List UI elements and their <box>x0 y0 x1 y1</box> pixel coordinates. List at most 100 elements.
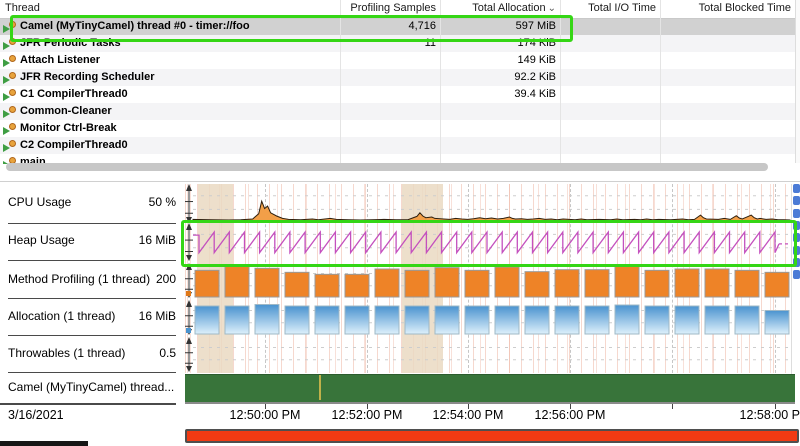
thread-orb-icon <box>9 20 16 28</box>
thread-orb-icon <box>9 71 16 79</box>
profiling-samples-cell <box>340 52 440 69</box>
table-row-6[interactable]: Monitor Ctrl-Break <box>0 120 795 137</box>
thread-icon <box>3 139 17 152</box>
timeline-panel: 3/16/2021 CPU Usage 50 % Heap Usage 16 MiB M… <box>0 181 800 446</box>
thread-orb-icon <box>9 139 16 147</box>
table-row-3[interactable]: JFR Recording Scheduler 92.2 KiB <box>0 69 795 86</box>
total-blocked-time-cell <box>660 137 795 154</box>
date-divider <box>0 403 176 404</box>
lane-label-5: Camel (MyTinyCamel) thread... <box>8 380 175 394</box>
total-io-time-cell <box>560 86 660 103</box>
time-axis-tick <box>775 404 776 409</box>
thread-icon <box>3 105 17 118</box>
throwables-chart[interactable] <box>185 337 797 372</box>
running-triangle-icon <box>3 58 10 67</box>
total-io-time-cell <box>560 35 660 52</box>
table-row-1[interactable]: JFR Periodic Tasks 11 174 KiB <box>0 35 795 52</box>
lane-divider <box>8 372 176 373</box>
profiling-samples-cell <box>340 103 440 120</box>
total-io-time-cell <box>560 120 660 137</box>
thread-icon <box>3 122 17 135</box>
running-triangle-icon <box>3 143 10 152</box>
total-blocked-time-cell <box>660 120 795 137</box>
total-io-time-cell <box>560 69 660 86</box>
thread-orb-icon <box>9 54 16 62</box>
total-blocked-time-cell <box>660 35 795 52</box>
thread-orb-icon <box>9 122 16 130</box>
thread-orb-icon <box>9 37 16 45</box>
time-axis-tick <box>468 404 469 409</box>
running-triangle-icon <box>3 75 10 84</box>
time-range-slider[interactable] <box>185 429 799 443</box>
column-header-total-i-o-time[interactable]: Total I/O Time <box>588 2 656 14</box>
time-axis-label: 12:56:00 PM <box>534 408 606 422</box>
edge-handle-icon[interactable] <box>793 208 800 218</box>
profiling-samples-cell <box>340 69 440 86</box>
profiling-samples-cell: 4,716 <box>408 20 436 32</box>
total-blocked-time-cell <box>660 69 795 86</box>
profiling-samples-cell <box>340 120 440 137</box>
allocation-chart[interactable] <box>185 300 797 335</box>
total-blocked-time-cell <box>660 86 795 103</box>
horizontal-scrollbar-thumb[interactable] <box>6 163 768 171</box>
time-axis-label: 12:50:00 PM <box>229 408 301 422</box>
profiling-samples-cell <box>340 86 440 103</box>
thread-name-cell: Attach Listener <box>0 52 340 69</box>
window-edge <box>0 441 88 446</box>
table-row-5[interactable]: Common-Cleaner <box>0 103 795 120</box>
lane-label-1: Heap Usage <box>8 233 75 247</box>
total-allocation-cell <box>440 103 560 120</box>
total-allocation-cell: 597 MiB <box>515 20 556 32</box>
total-allocation-cell: 92.2 KiB <box>514 71 556 83</box>
column-header-profiling-samples[interactable]: Profiling Samples <box>350 2 436 14</box>
method-profiling-chart[interactable] <box>185 263 797 298</box>
lane-divider <box>8 335 176 336</box>
time-axis-tick <box>570 404 571 409</box>
thread-table-header: Thread Profiling Samples Total Allocation ⌄… <box>0 0 795 19</box>
edge-handle-icon[interactable] <box>793 270 800 280</box>
table-row-2[interactable]: Attach Listener 149 KiB <box>0 52 795 69</box>
lane-divider <box>8 260 176 261</box>
total-io-time-cell <box>560 18 660 35</box>
running-triangle-icon <box>3 92 10 101</box>
profiling-samples-cell: 11 <box>424 37 436 49</box>
total-allocation-cell <box>440 137 560 154</box>
lane-label-3: Allocation (1 thread) <box>8 308 116 323</box>
table-row-4[interactable]: C1 CompilerThread0 39.4 KiB <box>0 86 795 103</box>
thread-name: C2 CompilerThread0 <box>20 139 128 151</box>
thread-icon <box>3 37 17 50</box>
thread-table-body: Camel (MyTinyCamel) thread #0 - timer://… <box>0 18 795 164</box>
table-row-0[interactable]: Camel (MyTinyCamel) thread #0 - timer://… <box>0 18 795 35</box>
heap-usage-chart[interactable] <box>185 223 797 261</box>
thread-orb-icon <box>9 105 16 113</box>
thread-icon <box>3 71 17 84</box>
column-header-total-blocked-time[interactable]: Total Blocked Time <box>698 2 791 14</box>
lane-label-4: Throwables (1 thread) <box>8 345 126 360</box>
lane-axis-value-0: 50 % <box>148 194 176 209</box>
thread-icon <box>3 20 17 33</box>
thread-name: Camel (MyTinyCamel) thread #0 - timer://… <box>20 20 250 32</box>
column-header-total-allocation[interactable]: Total Allocation ⌄ <box>472 2 556 14</box>
lane-label-2: Method Profiling (1 thread) <box>8 271 151 286</box>
running-triangle-icon <box>3 41 10 50</box>
thread-name: JFR Periodic Tasks <box>20 37 121 49</box>
cpu-usage-chart[interactable] <box>185 184 797 223</box>
date-label: 3/16/2021 <box>8 408 64 422</box>
thread-name: JFR Recording Scheduler <box>20 71 155 83</box>
table-row-7[interactable]: C2 CompilerThread0 <box>0 137 795 154</box>
total-blocked-time-cell <box>660 18 795 35</box>
thread-name-cell: JFR Recording Scheduler <box>0 69 340 86</box>
sort-descending-icon: ⌄ <box>547 3 556 14</box>
edge-handle-icon[interactable] <box>793 196 800 206</box>
time-gridline <box>672 184 673 373</box>
thread-name: Common-Cleaner <box>20 105 112 117</box>
lane-label-0: CPU Usage <box>8 194 72 209</box>
vertical-scrollbar-track[interactable] <box>795 0 800 163</box>
column-header-thread[interactable]: Thread <box>5 2 40 14</box>
thread-name-cell: C2 CompilerThread0 <box>0 137 340 154</box>
camel-thread-activity-span[interactable] <box>185 374 795 404</box>
thread-name-cell: Common-Cleaner <box>0 103 340 120</box>
thread-table: Thread Profiling Samples Total Allocation ⌄… <box>0 0 800 177</box>
edge-handle-icon[interactable] <box>793 184 800 193</box>
